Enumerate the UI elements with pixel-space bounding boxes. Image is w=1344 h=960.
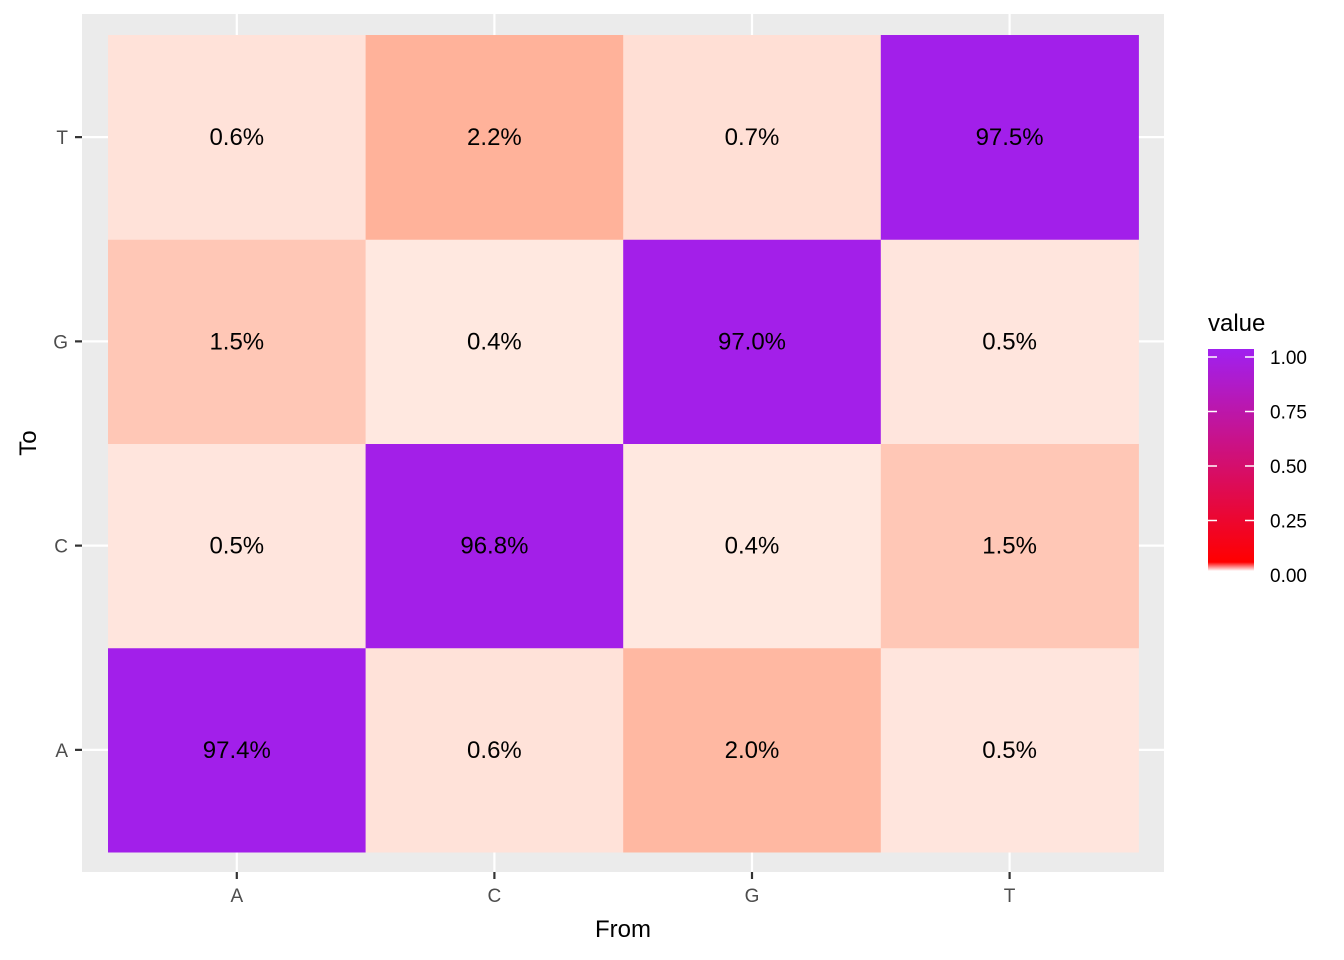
- cell-value-label: 1.5%: [982, 533, 1037, 560]
- heatmap-cell: [623, 443, 882, 649]
- heatmap-cell: [880, 239, 1139, 444]
- x-tick-label: A: [230, 886, 243, 907]
- heatmap-cell: [623, 35, 882, 240]
- heatmap-cell: [108, 35, 367, 240]
- y-tick-label: C: [54, 537, 68, 558]
- y-axis-title: To: [15, 430, 42, 455]
- legend-colorbar: [1208, 349, 1254, 571]
- y-axis: A C G T: [53, 128, 82, 762]
- cell-value-label: 0.7%: [725, 124, 780, 151]
- heatmap-cells: [108, 35, 1139, 853]
- cell-labels: 97.4% 0.6% 2.0% 0.5% 0.5% 96.8% 0.4% 1.5% 1.5% 0.…: [203, 124, 1044, 764]
- y-tick-label: A: [55, 741, 68, 762]
- heatmap-cell: [365, 35, 624, 240]
- cell-value-label: 97.0%: [718, 328, 786, 355]
- x-tick-label: G: [745, 886, 760, 907]
- cell-value-label: 2.2%: [467, 124, 522, 151]
- heatmap-cell: [108, 647, 367, 853]
- cell-value-label: 0.4%: [725, 533, 780, 560]
- cell-value-label: 97.5%: [976, 124, 1044, 151]
- heatmap-cell: [880, 443, 1139, 649]
- cell-value-label: 0.6%: [467, 737, 522, 764]
- color-legend: value 1.00 0.75 0.50 0.25 0.00: [1208, 310, 1307, 587]
- legend-tick-label: 0.25: [1270, 512, 1307, 533]
- cell-value-label: 2.0%: [725, 737, 780, 764]
- heatmap-cell: [108, 239, 367, 444]
- y-tick-label: G: [53, 332, 68, 353]
- cell-value-label: 97.4%: [203, 737, 271, 764]
- heatmap-cell: [365, 239, 624, 444]
- cell-value-label: 96.8%: [460, 533, 528, 560]
- heatmap-cell: [880, 647, 1139, 853]
- legend-ticks: 1.00 0.75 0.50 0.25 0.00: [1208, 348, 1307, 587]
- heatmap-cell: [365, 647, 624, 853]
- legend-title: value: [1208, 310, 1265, 337]
- heatmap-cell: [108, 443, 367, 649]
- heatmap-cell: [365, 443, 624, 649]
- legend-tick-label: 0.75: [1270, 403, 1307, 424]
- cell-value-label: 0.4%: [467, 328, 522, 355]
- legend-tick-label: 0.50: [1270, 457, 1307, 478]
- cell-value-label: 1.5%: [209, 328, 264, 355]
- cell-value-label: 0.6%: [209, 124, 264, 151]
- x-tick-label: T: [1004, 886, 1016, 907]
- cell-value-label: 0.5%: [982, 737, 1037, 764]
- cell-value-label: 0.5%: [982, 328, 1037, 355]
- heatmap-cell: [880, 35, 1139, 240]
- cell-value-label: 0.5%: [209, 533, 264, 560]
- legend-tick-label: 1.00: [1270, 348, 1307, 369]
- heatmap-cell: [623, 647, 882, 853]
- heatmap-cell: [623, 239, 882, 444]
- x-axis-title: From: [595, 916, 651, 943]
- y-tick-label: T: [56, 128, 68, 149]
- legend-tick-label: 0.00: [1270, 566, 1307, 587]
- x-tick-label: C: [488, 886, 502, 907]
